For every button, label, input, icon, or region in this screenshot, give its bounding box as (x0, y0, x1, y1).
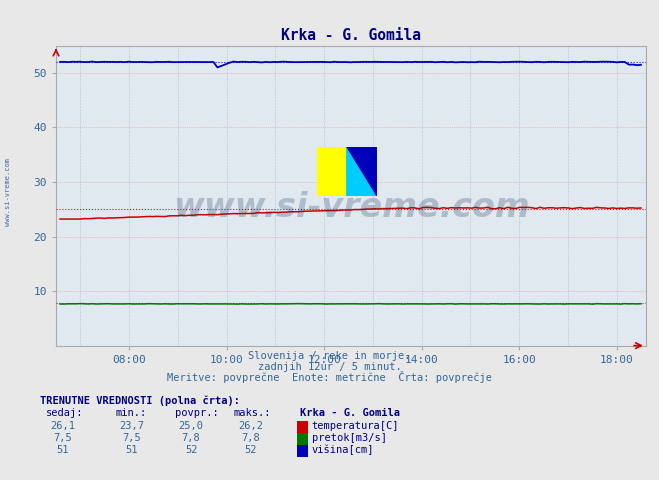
Title: Krka - G. Gomila: Krka - G. Gomila (281, 28, 421, 43)
Polygon shape (347, 146, 377, 196)
Text: Slovenija / reke in morje.: Slovenija / reke in morje. (248, 351, 411, 361)
Text: 52: 52 (185, 445, 197, 455)
Text: Krka - G. Gomila: Krka - G. Gomila (300, 408, 400, 418)
Text: sedaj:: sedaj: (46, 408, 84, 418)
Text: Meritve: povprečne  Enote: metrične  Črta: povprečje: Meritve: povprečne Enote: metrične Črta:… (167, 372, 492, 383)
Text: 23,7: 23,7 (119, 421, 144, 431)
Text: 7,8: 7,8 (182, 433, 200, 443)
Text: maks.:: maks.: (234, 408, 272, 418)
Text: www.si-vreme.com: www.si-vreme.com (5, 158, 11, 226)
Text: min.:: min.: (115, 408, 146, 418)
Text: 25,0: 25,0 (179, 421, 204, 431)
Text: zadnjih 12ur / 5 minut.: zadnjih 12ur / 5 minut. (258, 362, 401, 372)
Text: 51: 51 (57, 445, 69, 455)
Text: TRENUTNE VREDNOSTI (polna črta):: TRENUTNE VREDNOSTI (polna črta): (40, 396, 239, 406)
Text: 7,5: 7,5 (53, 433, 72, 443)
Text: 52: 52 (244, 445, 256, 455)
Text: www.si-vreme.com: www.si-vreme.com (173, 191, 529, 224)
Text: višina[cm]: višina[cm] (312, 445, 374, 456)
Text: 7,5: 7,5 (123, 433, 141, 443)
Polygon shape (347, 146, 377, 196)
Text: 51: 51 (126, 445, 138, 455)
Text: 7,8: 7,8 (241, 433, 260, 443)
Text: temperatura[C]: temperatura[C] (312, 421, 399, 431)
Text: 26,2: 26,2 (238, 421, 263, 431)
Text: 26,1: 26,1 (50, 421, 75, 431)
Polygon shape (317, 146, 347, 196)
Text: pretok[m3/s]: pretok[m3/s] (312, 433, 387, 443)
Text: povpr.:: povpr.: (175, 408, 218, 418)
